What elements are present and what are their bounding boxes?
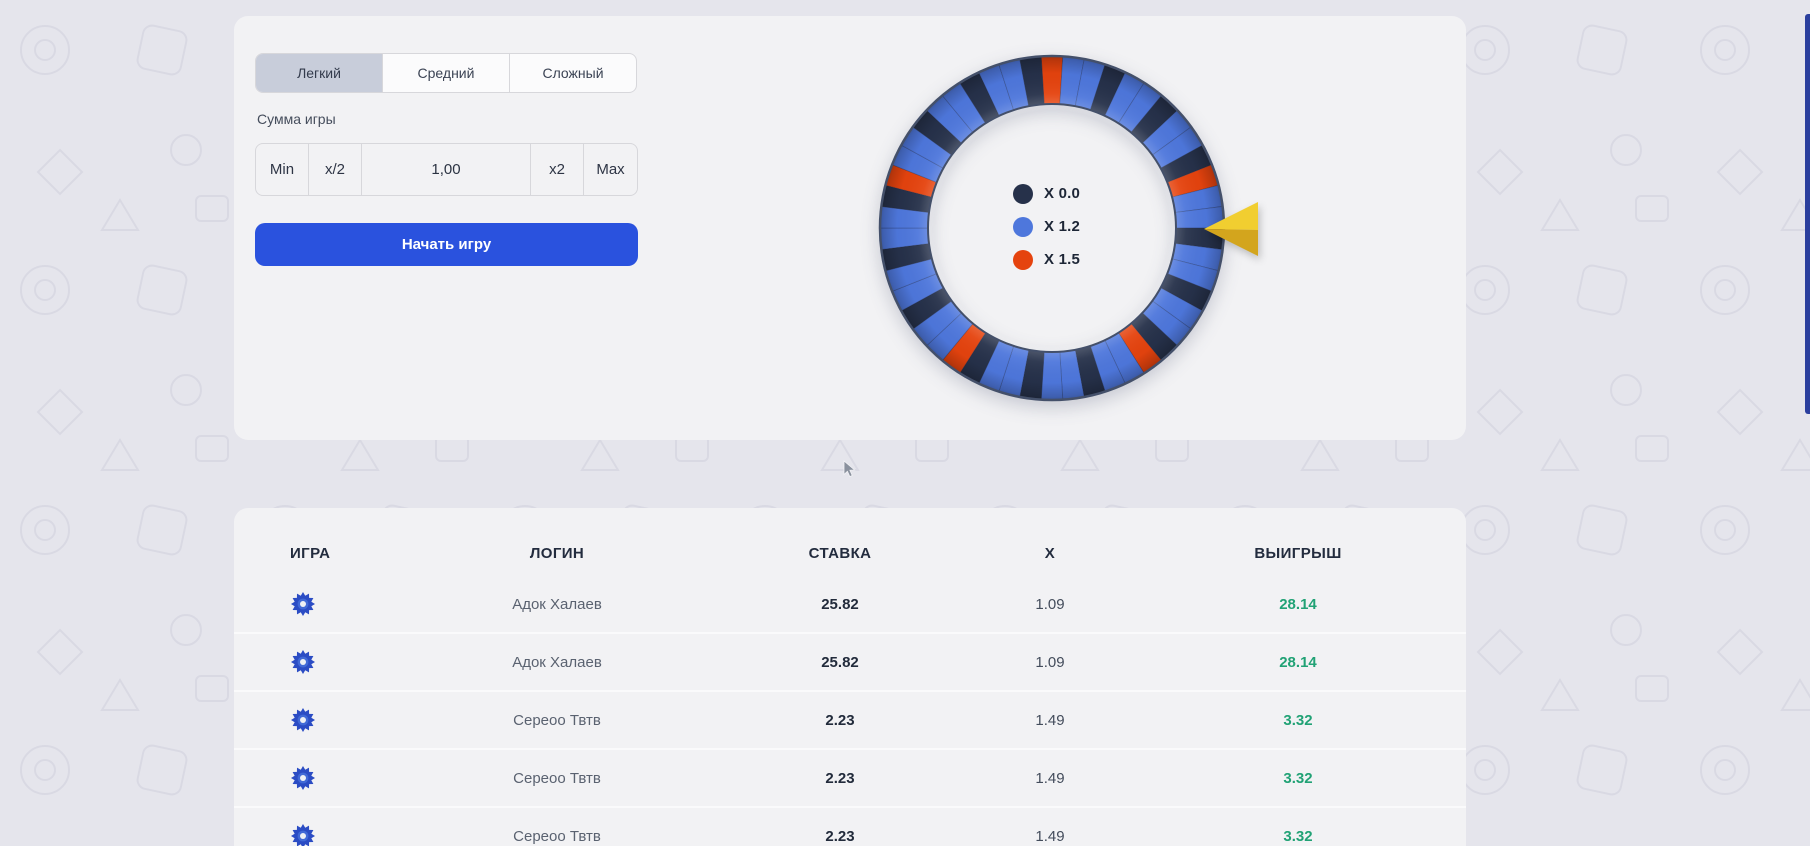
difficulty-tabs: Легкий Средний Сложный [255,53,637,93]
mouse-cursor-icon [843,460,856,478]
win-cell: 3.32 [1283,827,1313,845]
game-cell [234,649,404,675]
multiplier-cell: 1.09 [1035,653,1065,671]
bet-cell: 2.23 [825,827,855,845]
login-cell: Сереоо Твтв [513,827,601,845]
bet-cell: 25.82 [821,653,859,671]
legend-label: X 0.0 [1044,185,1081,202]
game-panel: Легкий Средний Сложный Сумма игры Min x/2 … [234,16,1466,440]
legend-dot-icon [1013,216,1033,237]
game-cell [234,591,404,617]
win-cell: 28.14 [1279,653,1317,671]
game-cell [234,823,404,846]
table-row: Адок Халаев 25.82 1.09 28.14 [234,632,1466,690]
wheel-gear-icon [291,708,315,732]
header-bet: СТАВКА [808,544,872,562]
table-body: Адок Халаев 25.82 1.09 28.14 Адок Халаев 25.8… [234,576,1466,846]
min-button[interactable]: Min [256,144,309,195]
half-button[interactable]: x/2 [309,144,362,195]
bet-cell: 2.23 [825,711,855,729]
win-cell: 28.14 [1279,595,1317,613]
legend-item-3: X 1.5 [1013,249,1080,270]
table-row: Сереоо Твтв 2.23 1.49 3.32 [234,748,1466,806]
legend-dot-icon [1013,183,1033,204]
bet-cell: 25.82 [821,595,859,613]
wheel-gear-icon [291,592,315,616]
login-cell: Сереоо Твтв [513,769,601,787]
difficulty-tab-1[interactable]: Легкий [256,54,382,92]
legend-label: X 1.5 [1044,251,1081,268]
wheel-gear-icon [291,766,315,790]
multiplier-cell: 1.49 [1035,769,1065,787]
multiplier-cell: 1.49 [1035,711,1065,729]
wheel-legend: X 0.0 X 1.2 X 1.5 [1013,183,1080,282]
wheel-gear-icon [291,824,315,846]
wheel-segment [1040,351,1064,401]
header-win: ВЫИГРЫШ [1254,544,1342,562]
difficulty-tab-3[interactable]: Сложный [509,54,636,92]
start-game-button[interactable]: Начать игру [255,223,638,266]
max-button[interactable]: Max [584,144,637,195]
legend-item-2: X 1.2 [1013,216,1080,237]
legend-dot-icon [1013,249,1033,270]
login-cell: Адок Халаев [512,653,602,671]
header-x: X [1044,544,1056,562]
difficulty-tab-2[interactable]: Средний [382,54,509,92]
game-cell [234,707,404,733]
table-row: Адок Халаев 25.82 1.09 28.14 [234,576,1466,632]
bet-cell: 2.23 [825,769,855,787]
results-panel: ИГРА ЛОГИН СТАВКА X ВЫИГРЫШ Адок Халаев 2… [234,508,1466,846]
game-cell [234,765,404,791]
header-login: ЛОГИН [529,544,585,562]
table-header-row: ИГРА ЛОГИН СТАВКА X ВЫИГРЫШ [234,508,1466,572]
table-row: Сереоо Твтв 2.23 1.49 3.32 [234,690,1466,748]
login-cell: Адок Халаев [512,595,602,613]
header-game: ИГРА [290,544,331,562]
bet-amount-group: Min x/2 x2 Max [255,143,638,196]
bet-amount-input[interactable] [362,144,531,195]
double-button[interactable]: x2 [531,144,584,195]
multiplier-cell: 1.49 [1035,827,1065,845]
wheel-gear-icon [291,650,315,674]
scrollbar-thumb[interactable] [1805,14,1810,414]
login-cell: Сереоо Твтв [513,711,601,729]
multiplier-cell: 1.09 [1035,595,1065,613]
legend-item-1: X 0.0 [1013,183,1080,204]
bet-amount-label: Сумма игры [257,111,336,127]
table-row: Сереоо Твтв 2.23 1.49 3.32 [234,806,1466,846]
legend-label: X 1.2 [1044,218,1081,235]
win-cell: 3.32 [1283,769,1313,787]
win-cell: 3.32 [1283,711,1313,729]
wheel-segment [1040,55,1064,105]
wheel-pointer-icon [1204,202,1258,256]
